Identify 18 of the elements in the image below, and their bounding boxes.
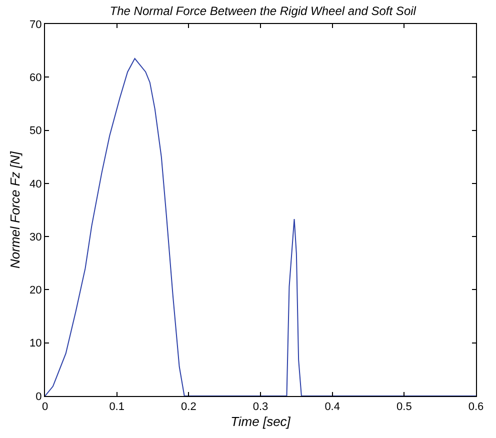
y-tick-label: 70 xyxy=(30,18,42,31)
x-tick-label: 0.6 xyxy=(468,401,484,414)
y-tick-label: 50 xyxy=(30,125,42,138)
y-tick-label: 10 xyxy=(30,338,42,350)
x-tick-label: 0.1 xyxy=(109,401,124,414)
y-axis-title: Normel Force Fz [N] xyxy=(8,151,22,269)
y-tick-label: 0 xyxy=(36,390,42,403)
y-tick-label: 40 xyxy=(30,178,42,190)
y-tick-label: 30 xyxy=(30,231,42,244)
y-tick-label: 20 xyxy=(30,284,42,297)
x-tick-label: 0.2 xyxy=(181,401,196,414)
line-series xyxy=(45,58,476,396)
y-tick-label: 60 xyxy=(30,72,42,84)
x-axis-title: Time [sec] xyxy=(230,414,291,429)
chart-title: The Normal Force Between the Rigid Wheel and Soft Soil xyxy=(110,4,416,18)
x-tick-label: 0.4 xyxy=(324,401,340,414)
x-tick-label: 0.5 xyxy=(396,401,412,414)
x-tick-label: 0.3 xyxy=(252,401,268,414)
